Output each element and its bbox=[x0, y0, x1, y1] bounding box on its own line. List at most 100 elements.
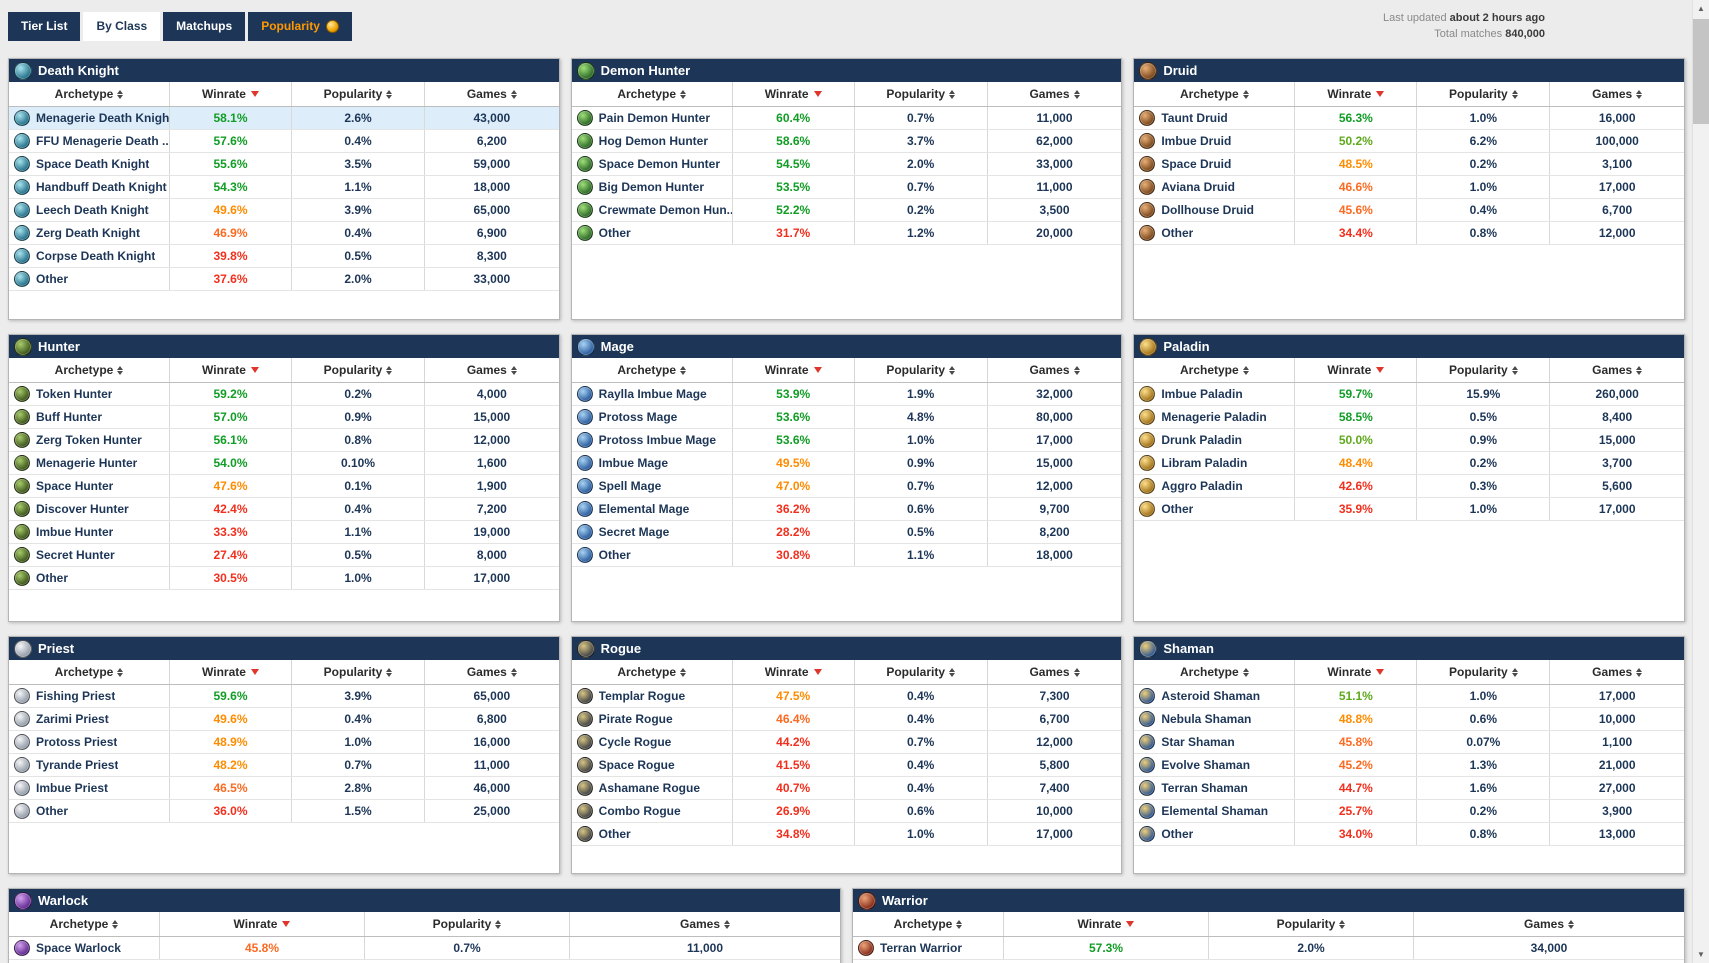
archetype-row[interactable]: Zerg Death Knight 46.9% 0.4% 6,900 bbox=[9, 222, 559, 245]
column-header-popularity[interactable]: Popularity bbox=[291, 358, 424, 382]
column-header-archetype[interactable]: Archetype bbox=[9, 82, 169, 106]
column-header-archetype[interactable]: Archetype bbox=[1134, 358, 1294, 382]
column-header-archetype[interactable]: Archetype bbox=[9, 912, 159, 936]
column-header-games[interactable]: Games bbox=[1413, 912, 1684, 936]
archetype-row[interactable]: Pain Demon Hunter 60.4% 0.7% 11,000 bbox=[571, 107, 1122, 130]
archetype-row[interactable]: Imbue Paladin 59.7% 15.9% 260,000 bbox=[1134, 383, 1684, 406]
archetype-row[interactable]: Secret Mage 28.2% 0.5% 8,200 bbox=[571, 521, 1122, 544]
column-header-games[interactable]: Games bbox=[1549, 82, 1684, 106]
archetype-row[interactable]: Other 34.0% 0.8% 13,000 bbox=[1134, 823, 1684, 846]
archetype-row[interactable]: Dollhouse Druid 45.6% 0.4% 6,700 bbox=[1134, 199, 1684, 222]
archetype-row[interactable]: Discover Hunter 42.4% 0.4% 7,200 bbox=[9, 498, 559, 521]
archetype-row[interactable]: Ashamane Rogue 40.7% 0.4% 7,400 bbox=[571, 777, 1122, 800]
tab-matchups[interactable]: Matchups bbox=[163, 11, 246, 41]
column-header-games[interactable]: Games bbox=[424, 82, 559, 106]
archetype-row[interactable]: Space Druid 48.5% 0.2% 3,100 bbox=[1134, 153, 1684, 176]
column-header-games[interactable]: Games bbox=[424, 660, 559, 684]
column-header-archetype[interactable]: Archetype bbox=[853, 912, 1003, 936]
archetype-row[interactable]: Space Demon Hunter 54.5% 2.0% 33,000 bbox=[571, 153, 1122, 176]
archetype-row[interactable]: Menagerie Hunter 54.0% 0.10% 1,600 bbox=[9, 452, 559, 475]
archetype-row[interactable]: Combo Rogue 26.9% 0.6% 10,000 bbox=[571, 800, 1122, 823]
archetype-row[interactable]: Hog Demon Hunter 58.6% 3.7% 62,000 bbox=[571, 130, 1122, 153]
column-header-games[interactable]: Games bbox=[569, 912, 840, 936]
archetype-row[interactable]: Other 34.4% 0.8% 12,000 bbox=[1134, 222, 1684, 245]
archetype-row[interactable]: Libram Paladin 48.4% 0.2% 3,700 bbox=[1134, 452, 1684, 475]
column-header-popularity[interactable]: Popularity bbox=[853, 660, 987, 684]
archetype-row[interactable]: Pirate Rogue 46.4% 0.4% 6,700 bbox=[571, 708, 1122, 731]
archetype-row[interactable]: Handbuff Death Knight 54.3% 1.1% 18,000 bbox=[9, 176, 559, 199]
archetype-row[interactable]: Other 35.9% 1.0% 17,000 bbox=[1134, 498, 1684, 521]
column-header-games[interactable]: Games bbox=[986, 660, 1122, 684]
column-header-archetype[interactable]: Archetype bbox=[9, 660, 169, 684]
archetype-row[interactable]: Corpse Death Knight 39.8% 0.5% 8,300 bbox=[9, 245, 559, 268]
column-header-games[interactable]: Games bbox=[424, 358, 559, 382]
archetype-row[interactable]: Leech Death Knight 49.6% 3.9% 65,000 bbox=[9, 199, 559, 222]
archetype-row[interactable]: Imbue Druid 50.2% 6.2% 100,000 bbox=[1134, 130, 1684, 153]
archetype-row[interactable]: Other 34.8% 1.0% 17,000 bbox=[571, 823, 1122, 846]
column-header-popularity[interactable]: Popularity bbox=[1416, 82, 1549, 106]
archetype-row[interactable]: Aviana Druid 46.6% 1.0% 17,000 bbox=[1134, 176, 1684, 199]
column-header-archetype[interactable]: Archetype bbox=[572, 660, 732, 684]
archetype-row[interactable]: Cycle Rogue 44.2% 0.7% 12,000 bbox=[571, 731, 1122, 754]
archetype-row[interactable]: Space Rogue 41.5% 0.4% 5,800 bbox=[571, 754, 1122, 777]
archetype-row[interactable]: Tyrande Priest 48.2% 0.7% 11,000 bbox=[9, 754, 559, 777]
archetype-row[interactable]: Other 31.7% 1.2% 20,000 bbox=[571, 222, 1122, 245]
column-header-winrate[interactable]: Winrate bbox=[169, 660, 291, 684]
archetype-row[interactable]: Nebula Shaman 48.8% 0.6% 10,000 bbox=[1134, 708, 1684, 731]
archetype-row[interactable]: Protoss Priest 48.9% 1.0% 16,000 bbox=[9, 731, 559, 754]
archetype-row[interactable]: Templar Rogue 47.5% 0.4% 7,300 bbox=[571, 685, 1122, 708]
archetype-row[interactable]: Space Warlock 45.8% 0.7% 11,000 bbox=[9, 937, 840, 960]
column-header-popularity[interactable]: Popularity bbox=[853, 82, 987, 106]
column-header-winrate[interactable]: Winrate bbox=[731, 82, 854, 106]
column-header-popularity[interactable]: Popularity bbox=[291, 660, 424, 684]
column-header-winrate[interactable]: Winrate bbox=[731, 660, 854, 684]
column-header-games[interactable]: Games bbox=[986, 82, 1122, 106]
column-header-archetype[interactable]: Archetype bbox=[572, 82, 732, 106]
column-header-archetype[interactable]: Archetype bbox=[1134, 82, 1294, 106]
archetype-row[interactable]: Protoss Mage 53.6% 4.8% 80,000 bbox=[571, 406, 1122, 429]
archetype-row[interactable]: Protoss Imbue Mage 53.6% 1.0% 17,000 bbox=[571, 429, 1122, 452]
scroll-down-icon[interactable]: ▼ bbox=[1697, 950, 1705, 959]
scrollbar-thumb[interactable] bbox=[1692, 19, 1709, 124]
column-header-popularity[interactable]: Popularity bbox=[1416, 660, 1549, 684]
archetype-row[interactable]: Other 30.8% 1.1% 18,000 bbox=[571, 544, 1122, 567]
archetype-row[interactable]: Elemental Mage 36.2% 0.6% 9,700 bbox=[571, 498, 1122, 521]
column-header-popularity[interactable]: Popularity bbox=[364, 912, 569, 936]
archetype-row[interactable]: Imbue Mage 49.5% 0.9% 15,000 bbox=[571, 452, 1122, 475]
column-header-winrate[interactable]: Winrate bbox=[731, 358, 854, 382]
archetype-row[interactable]: Zerg Token Hunter 56.1% 0.8% 12,000 bbox=[9, 429, 559, 452]
scroll-up-icon[interactable]: ▲ bbox=[1697, 4, 1705, 13]
column-header-winrate[interactable]: Winrate bbox=[1294, 82, 1416, 106]
column-header-archetype[interactable]: Archetype bbox=[572, 358, 732, 382]
archetype-row[interactable]: Zarimi Priest 49.6% 0.4% 6,800 bbox=[9, 708, 559, 731]
archetype-row[interactable]: Token Hunter 59.2% 0.2% 4,000 bbox=[9, 383, 559, 406]
archetype-row[interactable]: Evolve Shaman 45.2% 1.3% 21,000 bbox=[1134, 754, 1684, 777]
column-header-archetype[interactable]: Archetype bbox=[1134, 660, 1294, 684]
column-header-winrate[interactable]: Winrate bbox=[1294, 660, 1416, 684]
column-header-winrate[interactable]: Winrate bbox=[159, 912, 364, 936]
archetype-row[interactable]: Secret Hunter 27.4% 0.5% 8,000 bbox=[9, 544, 559, 567]
column-header-popularity[interactable]: Popularity bbox=[853, 358, 987, 382]
column-header-winrate[interactable]: Winrate bbox=[1294, 358, 1416, 382]
archetype-row[interactable]: Star Shaman 45.8% 0.07% 1,100 bbox=[1134, 731, 1684, 754]
column-header-winrate[interactable]: Winrate bbox=[169, 358, 291, 382]
column-header-archetype[interactable]: Archetype bbox=[9, 358, 169, 382]
archetype-row[interactable]: Terran Warrior 57.3% 2.0% 34,000 bbox=[853, 937, 1684, 960]
archetype-row[interactable]: Imbue Hunter 33.3% 1.1% 19,000 bbox=[9, 521, 559, 544]
tab-popularity[interactable]: Popularity bbox=[248, 11, 352, 41]
column-header-popularity[interactable]: Popularity bbox=[291, 82, 424, 106]
archetype-row[interactable]: Other 36.0% 1.5% 25,000 bbox=[9, 800, 559, 823]
column-header-games[interactable]: Games bbox=[1549, 660, 1684, 684]
archetype-row[interactable]: Space Death Knight 55.6% 3.5% 59,000 bbox=[9, 153, 559, 176]
column-header-games[interactable]: Games bbox=[986, 358, 1122, 382]
archetype-row[interactable]: Elemental Shaman 25.7% 0.2% 3,900 bbox=[1134, 800, 1684, 823]
archetype-row[interactable]: Imbue Priest 46.5% 2.8% 46,000 bbox=[9, 777, 559, 800]
archetype-row[interactable]: Big Demon Hunter 53.5% 0.7% 11,000 bbox=[571, 176, 1122, 199]
archetype-row[interactable]: Asteroid Shaman 51.1% 1.0% 17,000 bbox=[1134, 685, 1684, 708]
tab-by-class[interactable]: By Class bbox=[83, 11, 161, 41]
column-header-popularity[interactable]: Popularity bbox=[1416, 358, 1549, 382]
column-header-games[interactable]: Games bbox=[1549, 358, 1684, 382]
column-header-winrate[interactable]: Winrate bbox=[1003, 912, 1208, 936]
archetype-row[interactable]: Menagerie Paladin 58.5% 0.5% 8,400 bbox=[1134, 406, 1684, 429]
archetype-row[interactable]: Space Hunter 47.6% 0.1% 1,900 bbox=[9, 475, 559, 498]
